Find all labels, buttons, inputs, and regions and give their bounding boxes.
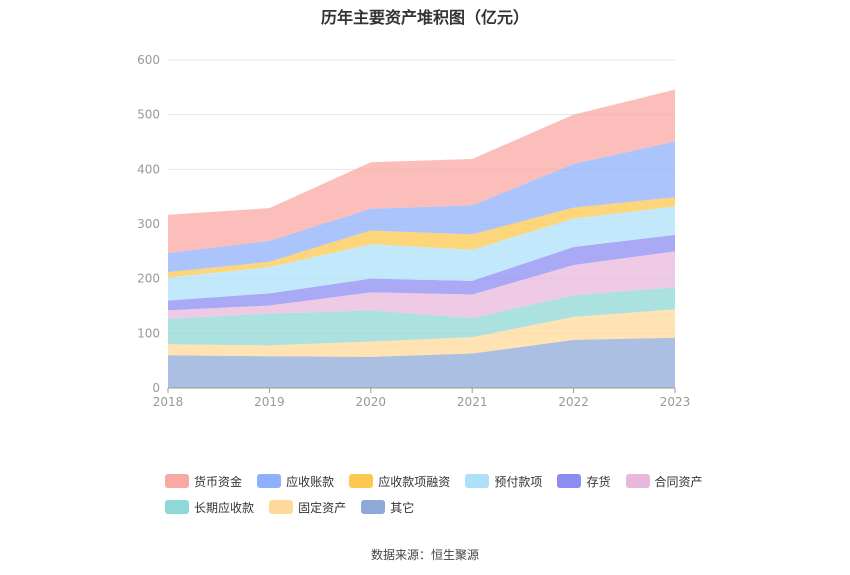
legend-swatch	[349, 474, 374, 488]
area-series	[168, 337, 675, 388]
x-tick-label: 2018	[153, 395, 184, 409]
legend-swatch	[625, 474, 650, 488]
legend-item-cash[interactable]: 货币资金	[165, 472, 242, 490]
legend-item-inventory[interactable]: 存货	[557, 472, 610, 490]
legend-label: 其它	[390, 500, 415, 515]
y-tick-label: 500	[137, 108, 160, 122]
legend-item-contract-assets[interactable]: 合同资产	[625, 472, 703, 490]
area-series	[168, 287, 675, 346]
y-tick-label: 300	[137, 217, 160, 231]
area-series	[168, 234, 675, 311]
x-tick-label: 2020	[356, 395, 387, 409]
legend-item-long-term-receivables[interactable]: 长期应收款	[165, 498, 254, 516]
x-tick-label: 2022	[558, 395, 589, 409]
legend-label: 应收款项融资	[378, 474, 451, 489]
legend-swatch	[361, 500, 386, 514]
legend-item-fixed-assets[interactable]: 固定资产	[269, 498, 346, 516]
legend-swatch	[165, 474, 189, 488]
legend-label: 货币资金	[194, 474, 243, 489]
y-tick-label: 0	[152, 381, 160, 395]
legend-swatch	[257, 474, 282, 488]
y-tick-label: 100	[137, 326, 160, 340]
legend-label: 存货	[586, 474, 611, 489]
x-tick-label: 2019	[254, 395, 285, 409]
area-series	[168, 89, 675, 253]
x-tick-label: 2023	[660, 395, 691, 409]
legend-label: 合同资产	[654, 474, 703, 489]
y-tick-label: 400	[137, 162, 160, 176]
y-tick-label: 200	[137, 272, 160, 286]
stacked-area-chart: 0 100 200 300 400 500 600 2018 2019 2020 2021 2022 2…	[137, 53, 691, 409]
legend-swatch	[557, 474, 582, 488]
legend-item-other[interactable]: 其它	[361, 498, 414, 516]
legend-item-prepayments[interactable]: 预付款项	[465, 472, 542, 490]
legend-item-accounts-receivable[interactable]: 应收账款	[257, 472, 334, 490]
legend-label: 固定资产	[298, 500, 347, 515]
legend-swatch	[465, 474, 490, 488]
legend-swatch	[165, 500, 189, 514]
legend-label: 长期应收款	[194, 500, 255, 515]
area-series	[168, 309, 675, 357]
area-series	[168, 206, 675, 301]
y-tick-label: 600	[137, 53, 160, 67]
chart-title: 历年主要资产堆积图（亿元）	[320, 8, 529, 27]
legend-item-receivables-financing[interactable]: 应收款项融资	[349, 472, 450, 490]
legend-label: 预付款项	[494, 474, 543, 489]
data-source: 数据来源：恒生聚源	[370, 548, 479, 562]
x-tick-label: 2021	[457, 395, 488, 409]
legend-label: 应收账款	[286, 474, 335, 489]
area-series	[168, 141, 675, 273]
chart-legend: 货币资金 应收账款 应收款项融资 预付款项 存货 合同资产 长期应收款 固定资产…	[165, 472, 725, 524]
legend-swatch	[269, 500, 294, 514]
area-series	[168, 251, 675, 319]
area-series	[168, 197, 675, 278]
